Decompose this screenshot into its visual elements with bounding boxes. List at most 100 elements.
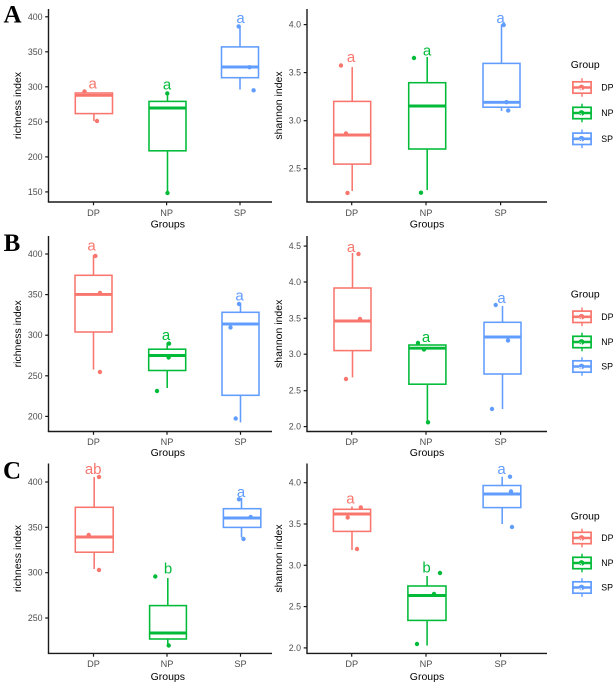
svg-text:Group: Group bbox=[571, 290, 600, 301]
svg-text:2.0: 2.0 bbox=[289, 422, 301, 432]
svg-text:richness index: richness index bbox=[12, 524, 24, 592]
svg-text:400: 400 bbox=[28, 477, 43, 487]
svg-text:3.5: 3.5 bbox=[289, 313, 301, 323]
svg-text:NP: NP bbox=[601, 337, 613, 347]
svg-text:NP: NP bbox=[601, 558, 613, 568]
svg-text:250: 250 bbox=[28, 613, 43, 623]
svg-text:Groups: Groups bbox=[151, 447, 185, 459]
svg-text:DP: DP bbox=[87, 437, 100, 447]
svg-text:200: 200 bbox=[28, 152, 43, 162]
svg-text:SP: SP bbox=[494, 437, 506, 447]
svg-text:Groups: Groups bbox=[151, 671, 185, 683]
svg-text:Group: Group bbox=[571, 512, 600, 523]
svg-text:DP: DP bbox=[601, 533, 613, 543]
svg-text:ab: ab bbox=[85, 461, 102, 478]
svg-text:b: b bbox=[422, 560, 430, 577]
svg-text:4.5: 4.5 bbox=[289, 241, 301, 251]
svg-text:2.5: 2.5 bbox=[289, 164, 301, 174]
svg-text:NP: NP bbox=[161, 437, 174, 447]
svg-text:NP: NP bbox=[420, 437, 433, 447]
svg-text:C: C bbox=[3, 458, 21, 485]
svg-text:400: 400 bbox=[28, 249, 43, 259]
svg-text:shannon index: shannon index bbox=[273, 71, 285, 140]
svg-text:Groups: Groups bbox=[410, 218, 444, 230]
svg-text:shannon index: shannon index bbox=[273, 524, 285, 593]
svg-text:DP: DP bbox=[345, 208, 358, 218]
svg-text:a: a bbox=[579, 585, 584, 594]
svg-text:Groups: Groups bbox=[410, 671, 444, 683]
svg-text:350: 350 bbox=[28, 522, 43, 532]
svg-text:NP: NP bbox=[601, 108, 613, 118]
svg-text:Group: Group bbox=[571, 60, 600, 71]
svg-text:SP: SP bbox=[601, 583, 613, 593]
svg-text:SP: SP bbox=[494, 659, 506, 669]
svg-text:NP: NP bbox=[420, 659, 433, 669]
svg-text:DP: DP bbox=[87, 208, 100, 218]
svg-text:2.5: 2.5 bbox=[289, 386, 301, 396]
svg-text:A: A bbox=[3, 2, 21, 29]
svg-text:a: a bbox=[579, 340, 584, 349]
svg-text:SP: SP bbox=[601, 362, 613, 372]
svg-text:a: a bbox=[346, 491, 355, 508]
svg-text:b: b bbox=[164, 561, 172, 578]
svg-text:300: 300 bbox=[28, 82, 43, 92]
svg-text:a: a bbox=[89, 76, 98, 93]
svg-text:richness index: richness index bbox=[12, 71, 24, 139]
svg-text:shannon index: shannon index bbox=[273, 299, 285, 368]
svg-text:4.0: 4.0 bbox=[289, 277, 301, 287]
svg-text:SP: SP bbox=[234, 208, 246, 218]
svg-text:250: 250 bbox=[28, 371, 43, 381]
svg-text:NP: NP bbox=[161, 659, 174, 669]
svg-text:DP: DP bbox=[601, 312, 613, 322]
svg-text:a: a bbox=[87, 238, 96, 255]
svg-text:SP: SP bbox=[494, 208, 506, 218]
svg-text:3.5: 3.5 bbox=[289, 519, 301, 529]
svg-text:4.0: 4.0 bbox=[289, 478, 301, 488]
svg-text:NP: NP bbox=[160, 208, 173, 218]
svg-text:DP: DP bbox=[87, 659, 100, 669]
svg-text:Groups: Groups bbox=[410, 447, 444, 459]
svg-text:300: 300 bbox=[28, 330, 43, 340]
svg-text:2.5: 2.5 bbox=[289, 602, 301, 612]
svg-text:NP: NP bbox=[420, 208, 433, 218]
svg-text:a: a bbox=[579, 136, 584, 145]
svg-text:a: a bbox=[579, 561, 584, 570]
svg-text:400: 400 bbox=[28, 12, 43, 22]
svg-text:DP: DP bbox=[345, 659, 358, 669]
svg-text:a: a bbox=[347, 49, 356, 66]
svg-text:150: 150 bbox=[28, 187, 43, 197]
svg-text:a: a bbox=[236, 10, 245, 27]
svg-text:2.0: 2.0 bbox=[289, 643, 301, 653]
svg-text:200: 200 bbox=[28, 411, 43, 421]
svg-text:a: a bbox=[579, 364, 584, 373]
svg-text:a: a bbox=[496, 10, 505, 27]
svg-text:a: a bbox=[423, 43, 432, 60]
svg-text:3.0: 3.0 bbox=[289, 116, 301, 126]
svg-text:SP: SP bbox=[234, 659, 246, 669]
svg-text:a: a bbox=[422, 329, 431, 346]
svg-text:a: a bbox=[163, 77, 172, 94]
svg-text:a: a bbox=[235, 288, 244, 305]
svg-text:a: a bbox=[579, 111, 584, 120]
svg-text:SP: SP bbox=[601, 134, 613, 144]
svg-text:DP: DP bbox=[345, 437, 358, 447]
svg-text:a: a bbox=[347, 239, 356, 256]
svg-text:a: a bbox=[162, 327, 171, 344]
svg-text:3.0: 3.0 bbox=[289, 349, 301, 359]
svg-text:a: a bbox=[579, 314, 584, 323]
svg-text:SP: SP bbox=[234, 437, 246, 447]
svg-text:3.5: 3.5 bbox=[289, 68, 301, 78]
svg-text:B: B bbox=[4, 230, 21, 257]
svg-text:a: a bbox=[497, 290, 506, 307]
svg-text:350: 350 bbox=[28, 290, 43, 300]
svg-text:250: 250 bbox=[28, 117, 43, 127]
svg-text:DP: DP bbox=[601, 83, 613, 93]
svg-text:richness index: richness index bbox=[12, 299, 24, 367]
svg-text:a: a bbox=[579, 85, 584, 94]
svg-text:Groups: Groups bbox=[151, 218, 185, 230]
svg-text:3.0: 3.0 bbox=[289, 560, 301, 570]
svg-text:4.0: 4.0 bbox=[289, 20, 301, 30]
svg-text:a: a bbox=[497, 461, 506, 478]
svg-text:a: a bbox=[237, 484, 246, 501]
svg-text:300: 300 bbox=[28, 568, 43, 578]
